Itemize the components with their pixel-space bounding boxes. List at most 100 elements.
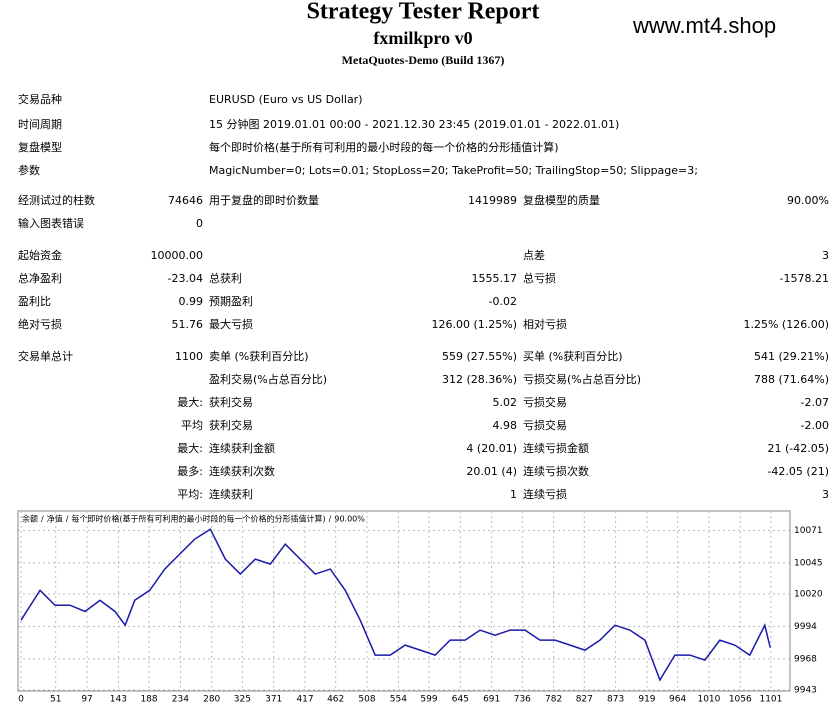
stat-label: 盈利比 bbox=[18, 295, 51, 308]
x-tick-label: 97 bbox=[81, 695, 92, 705]
row-value: EURUSD (Euro vs US Dollar) bbox=[209, 93, 363, 106]
stat-label: 复盘模型的质量 bbox=[523, 193, 600, 207]
x-tick-label: 234 bbox=[172, 695, 189, 705]
stat-value: 126.00 (1.25%) bbox=[431, 318, 517, 331]
stat-label: 绝对亏损 bbox=[18, 317, 62, 331]
stat-label: 卖单 (%获利百分比) bbox=[209, 350, 309, 363]
x-tick-label: 827 bbox=[576, 695, 593, 705]
legend-entry: 余额 bbox=[22, 514, 38, 524]
stat-value: 0 bbox=[196, 217, 203, 230]
y-tick-label: 9943 bbox=[794, 686, 817, 696]
x-tick-label: 1056 bbox=[729, 695, 752, 705]
stat-label: 输入图表错误 bbox=[18, 216, 84, 230]
x-tick-label: 462 bbox=[327, 695, 344, 705]
stat-value: 312 (28.36%) bbox=[442, 373, 517, 386]
stat-label: 连续亏损 bbox=[523, 487, 567, 501]
legend-separator: / bbox=[329, 515, 332, 524]
stat-value: -23.04 bbox=[168, 272, 203, 285]
chart-frame bbox=[17, 510, 791, 692]
stat-label: 连续获利金额 bbox=[209, 441, 275, 455]
stat-label: 亏损交易(%占总百分比) bbox=[523, 372, 641, 386]
stat-value: 1.25% (126.00) bbox=[743, 318, 829, 331]
y-tick-label: 10071 bbox=[794, 526, 823, 536]
x-tick-label: 280 bbox=[203, 695, 220, 705]
stat-value: 90.00% bbox=[787, 194, 829, 207]
stat-label: 连续获利 bbox=[209, 487, 253, 501]
stat-label: 交易单总计 bbox=[18, 349, 73, 363]
stat-value: 4 (20.01) bbox=[466, 442, 517, 455]
x-tick-label: 508 bbox=[358, 695, 375, 705]
legend-entry: 净值 bbox=[47, 514, 63, 524]
stat-label: 亏损交易 bbox=[523, 418, 567, 432]
stat-value: 1419989 bbox=[468, 194, 517, 207]
stat-label: 连续获利次数 bbox=[209, 464, 275, 478]
stat-label: 亏损交易 bbox=[523, 395, 567, 409]
x-tick-label: 599 bbox=[420, 695, 437, 705]
stat-value: 788 (71.64%) bbox=[754, 373, 829, 386]
stat-label: 用于复盘的即时价数量 bbox=[209, 193, 319, 207]
stat-label: 获利交易 bbox=[209, 418, 253, 432]
stat-value: 4.98 bbox=[493, 419, 518, 432]
row-label: 参数 bbox=[18, 163, 40, 177]
x-tick-label: 919 bbox=[638, 695, 655, 705]
x-tick-label: 782 bbox=[545, 695, 562, 705]
x-tick-label: 1010 bbox=[697, 695, 720, 705]
y-tick-label: 10045 bbox=[794, 558, 823, 568]
stat-value: -0.02 bbox=[489, 295, 517, 308]
x-tick-label: 554 bbox=[390, 695, 407, 705]
stat-value: -2.00 bbox=[801, 419, 829, 432]
legend-separator: / bbox=[66, 515, 69, 524]
stat-value: 51.76 bbox=[172, 318, 204, 331]
stat-value: -42.05 (21) bbox=[767, 465, 829, 478]
stat-label: 经测试过的柱数 bbox=[18, 193, 95, 207]
stat-value: 1100 bbox=[175, 350, 203, 363]
x-tick-label: 645 bbox=[452, 695, 469, 705]
stat-label: 总亏损 bbox=[523, 271, 556, 285]
stat-value: -2.07 bbox=[801, 396, 829, 409]
stat-value: 平均: bbox=[177, 488, 203, 501]
stat-value: 5.02 bbox=[493, 396, 518, 409]
stat-label: 获利交易 bbox=[209, 395, 253, 409]
stat-label: 买单 (%获利百分比) bbox=[523, 350, 623, 363]
legend-model: 每个即时价格(基于所有可利用的最小时段的每一个价格的分形插值计算) bbox=[71, 514, 325, 524]
stat-value: 最大: bbox=[177, 441, 203, 455]
stat-value: 平均 bbox=[181, 419, 203, 432]
stat-value: 21 (-42.05) bbox=[767, 442, 829, 455]
x-tick-label: 1101 bbox=[759, 695, 782, 705]
x-tick-label: 143 bbox=[110, 695, 127, 705]
x-tick-label: 736 bbox=[514, 695, 531, 705]
x-tick-label: 371 bbox=[265, 695, 282, 705]
x-tick-label: 325 bbox=[234, 695, 251, 705]
stat-label: 预期盈利 bbox=[209, 295, 253, 308]
stat-value: 1 bbox=[510, 488, 517, 501]
x-tick-label: 964 bbox=[669, 695, 686, 705]
x-tick-label: 691 bbox=[483, 695, 500, 705]
title: Strategy Tester Report bbox=[307, 0, 540, 25]
stat-value: 10000.00 bbox=[151, 249, 204, 262]
x-tick-label: 0 bbox=[18, 695, 24, 705]
stat-value: 20.01 (4) bbox=[466, 465, 517, 478]
stat-label: 最大亏损 bbox=[209, 317, 253, 331]
row-label: 交易品种 bbox=[18, 92, 62, 106]
stat-label: 连续亏损金额 bbox=[523, 441, 589, 455]
stat-label: 总净盈利 bbox=[18, 271, 62, 285]
row-value: MagicNumber=0; Lots=0.01; StopLoss=20; T… bbox=[209, 164, 698, 177]
x-tick-label: 188 bbox=[140, 695, 157, 705]
stat-value: 最多: bbox=[177, 464, 203, 478]
y-tick-label: 9994 bbox=[794, 622, 817, 632]
row-value: 每个即时价格(基于所有可利用的最小时段的每一个价格的分形插值计算) bbox=[209, 140, 559, 154]
stat-label: 总获利 bbox=[209, 271, 242, 285]
stat-label: 起始资金 bbox=[18, 248, 62, 262]
stat-value: 3 bbox=[822, 249, 829, 262]
row-label: 时间周期 bbox=[18, 118, 62, 131]
stat-label: 连续亏损次数 bbox=[523, 464, 589, 478]
x-tick-label: 51 bbox=[50, 695, 61, 705]
stat-label: 盈利交易(%占总百分比) bbox=[209, 372, 327, 386]
stat-value: -1578.21 bbox=[780, 272, 829, 285]
build: MetaQuotes-Demo (Build 1367) bbox=[342, 53, 505, 67]
stat-label: 点差 bbox=[523, 248, 545, 262]
legend-quality: 90.00% bbox=[334, 515, 365, 524]
stat-value: 541 (29.21%) bbox=[754, 350, 829, 363]
